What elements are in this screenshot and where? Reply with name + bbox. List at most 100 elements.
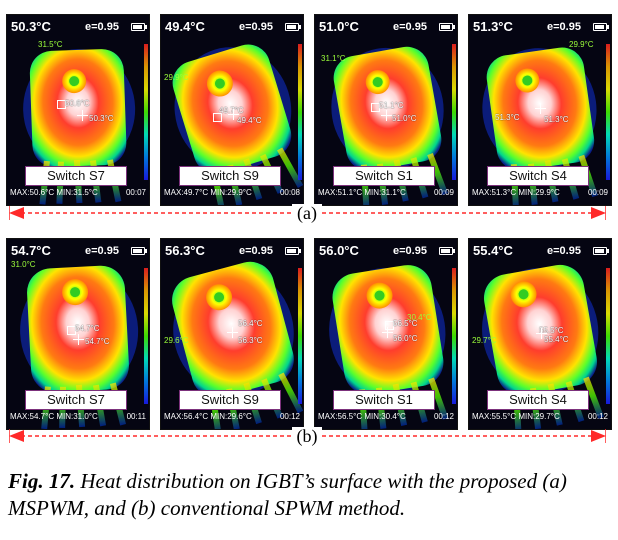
max-min-readout: MAX:54.7°C MIN:31.0°C [10, 412, 98, 421]
marker-temperature-2: 55.4°C [544, 335, 569, 344]
thermal-image-panel: 56.3°C e=0.95 29.6°C 56.4°C 56.3°C Switc… [160, 238, 304, 430]
max-temperature: 55.4°C [473, 243, 513, 258]
max-temperature: 49.4°C [165, 19, 205, 34]
timestamp: 00:12 [279, 412, 300, 421]
marker-box-icon [57, 100, 66, 109]
max-temperature: 51.3°C [473, 19, 513, 34]
thermal-image-panel: 51.0°C e=0.95 31.1°C 51.1°C 51.0°C Switc… [314, 14, 458, 206]
emissivity: e=0.95 [239, 245, 273, 257]
reference-temperature: 29.7°C [472, 336, 497, 345]
switch-label: Switch S4 [487, 390, 589, 410]
max-readout: MAX:51.3°C [472, 188, 517, 197]
max-readout: MAX:55.5°C [472, 412, 517, 421]
row-b-divider: (b) [8, 427, 607, 445]
thermal-image-panel: 56.0°C e=0.95 30.4°C 56.5°C 56.0°C Switc… [314, 238, 458, 430]
marker-temperature-1: 49.7°C [219, 106, 244, 115]
reference-temperature: 29.9°C [569, 40, 594, 49]
crosshair-icon [381, 110, 392, 121]
reference-temperature: 29.6°C [164, 336, 189, 345]
crosshair-icon [73, 334, 84, 345]
temperature-scale [298, 268, 302, 404]
marker-temperature-2: 49.4°C [237, 116, 262, 125]
max-temperature: 56.0°C [319, 243, 359, 258]
figure-caption: Fig. 17. Heat distribution on IGBT’s sur… [8, 468, 610, 522]
max-temperature: 50.3°C [11, 19, 51, 34]
thermal-image-panel: 55.4°C e=0.95 29.7°C 55.5°C 55.4°C Switc… [468, 238, 612, 430]
max-min-readout: MAX:50.6°C MIN:31.5°C [10, 188, 98, 197]
reference-temperature: 31.1°C [321, 54, 346, 63]
battery-icon [131, 247, 147, 255]
battery-icon [439, 23, 455, 31]
timestamp: 00:08 [279, 188, 300, 197]
marker-temperature-2: 50.3°C [89, 114, 114, 123]
max-readout: MAX:56.5°C [318, 412, 363, 421]
thermal-row-a: 50.3°C e=0.95 31.5°C 50.6°C 50.3°C Switc… [6, 14, 612, 214]
min-readout: MIN:29.9°C [210, 188, 252, 197]
marker-temperature-1: 50.6°C [65, 99, 90, 108]
figure-label: Fig. 17. [8, 469, 76, 493]
switch-label: Switch S7 [25, 166, 127, 186]
emissivity: e=0.95 [547, 245, 581, 257]
thermal-image-panel: 49.4°C e=0.95 29.9°C 49.7°C 49.4°C Switc… [160, 14, 304, 206]
timestamp: 00:12 [587, 412, 608, 421]
max-temperature: 54.7°C [11, 243, 51, 258]
switch-label: Switch S9 [179, 390, 281, 410]
max-min-readout: MAX:49.7°C MIN:29.9°C [164, 188, 252, 197]
temperature-scale [298, 44, 302, 180]
reference-temperature: 29.9°C [164, 73, 189, 82]
marker-temperature-1: 51.3°C [495, 113, 520, 122]
timestamp: 00:09 [433, 188, 454, 197]
marker-box-icon [213, 113, 222, 122]
marker-temperature-2: 56.3°C [238, 336, 263, 345]
min-readout: MIN:31.0°C [56, 412, 98, 421]
marker-box-icon [371, 103, 380, 112]
marker-temperature-2: 56.0°C [393, 334, 418, 343]
switch-label: Switch S1 [333, 166, 435, 186]
thermal-image-panel: 50.3°C e=0.95 31.5°C 50.6°C 50.3°C Switc… [6, 14, 150, 206]
thermal-heatmap [7, 15, 149, 205]
battery-icon [285, 23, 301, 31]
switch-label: Switch S1 [333, 390, 435, 410]
max-readout: MAX:49.7°C [164, 188, 209, 197]
thermal-image-panel: 54.7°C e=0.95 31.0°C 54.7°C 54.7°C Switc… [6, 238, 150, 430]
temperature-scale [452, 44, 456, 180]
thermal-row-b: 54.7°C e=0.95 31.0°C 54.7°C 54.7°C Switc… [6, 238, 612, 438]
battery-icon [285, 247, 301, 255]
marker-box-icon [67, 326, 76, 335]
temperature-scale [144, 44, 148, 180]
temperature-scale [452, 268, 456, 404]
battery-icon [439, 247, 455, 255]
battery-icon [593, 23, 609, 31]
marker-temperature-1: 56.5°C [393, 319, 418, 328]
reference-temperature: 31.0°C [11, 260, 36, 269]
marker-temperature-1: 55.5°C [539, 326, 564, 335]
marker-temperature-2: 51.0°C [392, 114, 417, 123]
emissivity: e=0.95 [393, 245, 427, 257]
min-readout: MIN:29.9°C [518, 188, 560, 197]
temperature-scale [144, 268, 148, 404]
emissivity: e=0.95 [85, 245, 119, 257]
row-b-label: (b) [292, 427, 322, 445]
thermal-image-panel: 51.3°C e=0.95 29.9°C 51.3°C 51.3°C Switc… [468, 14, 612, 206]
marker-temperature-2: 54.7°C [85, 337, 110, 346]
marker-temperature-1: 54.7°C [75, 324, 100, 333]
timestamp: 00:12 [433, 412, 454, 421]
switch-label: Switch S4 [487, 166, 589, 186]
row-a-label: (a) [292, 204, 322, 222]
marker-box-icon [385, 321, 394, 330]
switch-label: Switch S9 [179, 166, 281, 186]
reference-temperature: 30.4°C [407, 313, 432, 322]
max-readout: MAX:51.1°C [318, 188, 363, 197]
figure-caption-text: Heat distribution on IGBT’s surface with… [8, 469, 567, 520]
emissivity: e=0.95 [85, 21, 119, 33]
battery-icon [593, 247, 609, 255]
battery-icon [131, 23, 147, 31]
timestamp: 00:07 [125, 188, 146, 197]
max-readout: MAX:50.6°C [10, 188, 55, 197]
crosshair-icon [382, 327, 393, 338]
reference-temperature: 31.5°C [38, 40, 63, 49]
emissivity: e=0.95 [393, 21, 427, 33]
timestamp: 00:11 [126, 412, 146, 421]
max-min-readout: MAX:56.5°C MIN:30.4°C [318, 412, 406, 421]
crosshair-icon [227, 327, 238, 338]
